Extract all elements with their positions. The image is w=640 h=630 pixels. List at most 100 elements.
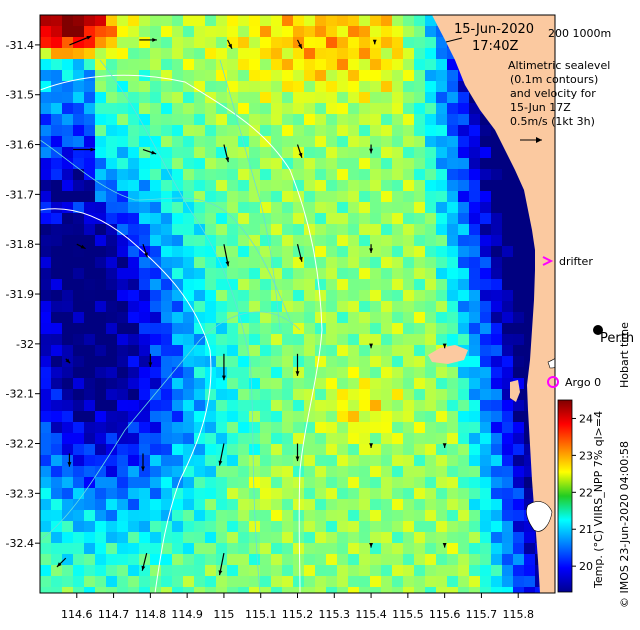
sst-cell [348,521,360,533]
sst-cell [183,180,195,192]
sst-cell [271,70,283,82]
sst-cell [436,191,448,203]
sst-cell [502,532,514,544]
sst-cell [447,136,459,148]
sst-cell [249,70,261,82]
sst-cell [403,345,415,357]
sst-cell [51,400,63,412]
sst-cell [106,433,118,445]
sst-cell [150,411,162,423]
sst-cell [436,125,448,137]
peel-inlet [526,501,553,532]
sst-cell [469,477,481,489]
sst-cell [458,246,470,258]
sst-cell [238,103,250,115]
sst-cell [315,158,327,170]
sst-cell [84,81,96,93]
sst-cell [260,345,272,357]
sst-cell [458,521,470,533]
velocity-arrow [218,443,225,466]
sst-cell [216,279,228,291]
sst-cell [216,290,228,302]
sst-cell [62,213,74,225]
sst-cell [436,224,448,236]
sst-cell [216,48,228,60]
sst-cell [282,334,294,346]
sst-cell [513,191,525,203]
sst-cell [183,59,195,71]
argo-label: Argo 0 [565,376,601,389]
sst-cell [414,367,426,379]
sst-cell [491,213,503,225]
sst-cell [513,576,525,588]
sst-cell [106,114,118,126]
sst-cell [84,169,96,181]
sst-cell [502,477,514,489]
sst-cell [172,433,184,445]
sst-cell [304,125,316,137]
sst-cell [447,114,459,126]
sst-cell [40,521,52,533]
sst-cell [260,367,272,379]
sst-cell [84,312,96,324]
sst-cell [216,521,228,533]
sst-cell [106,235,118,247]
sst-cell [359,455,371,467]
sst-cell [513,356,525,368]
sst-cell [139,378,151,390]
sst-cell [73,499,85,511]
sst-cell [161,389,173,401]
sst-cell [513,268,525,280]
sst-cell [216,499,228,511]
sst-cell [117,499,129,511]
sst-cell [304,246,316,258]
sst-cell [425,411,437,423]
sst-cell [40,389,52,401]
sst-cell [40,224,52,236]
sst-cell [238,59,250,71]
sst-cell [381,532,393,544]
sst-cell [194,136,206,148]
sst-cell [172,191,184,203]
sst-cell [205,422,217,434]
sst-cell [260,411,272,423]
sst-cell [150,235,162,247]
sst-cell [128,477,140,489]
sst-cell [502,202,514,214]
sst-cell [403,411,415,423]
sst-cell [205,213,217,225]
sst-cell [458,576,470,588]
sst-cell [194,114,206,126]
sst-cell [139,433,151,445]
sst-cell [326,334,338,346]
sst-cell [491,246,503,258]
sst-cell [469,356,481,368]
sst-cell [227,587,239,593]
sst-cell [40,125,52,137]
sst-cell [106,389,118,401]
sst-cell [414,213,426,225]
sst-cell [458,257,470,269]
sst-cell [150,389,162,401]
sst-cell [337,312,349,324]
sst-cell [216,587,228,593]
sst-cell [62,70,74,82]
sst-cell [381,554,393,566]
sst-cell [84,37,96,49]
sst-cell [183,279,195,291]
sst-cell [392,411,404,423]
sst-cell [469,180,481,192]
sst-cell [315,367,327,379]
sst-cell [293,444,305,456]
sst-cell [106,48,118,60]
sst-cell [392,92,404,104]
sst-cell [95,180,107,192]
sst-cell [392,400,404,412]
sst-cell [95,147,107,159]
sst-cell [216,444,228,456]
sst-cell [260,433,272,445]
sst-cell [73,103,85,115]
sst-cell [95,378,107,390]
sst-cell [414,433,426,445]
sst-cell [183,477,195,489]
